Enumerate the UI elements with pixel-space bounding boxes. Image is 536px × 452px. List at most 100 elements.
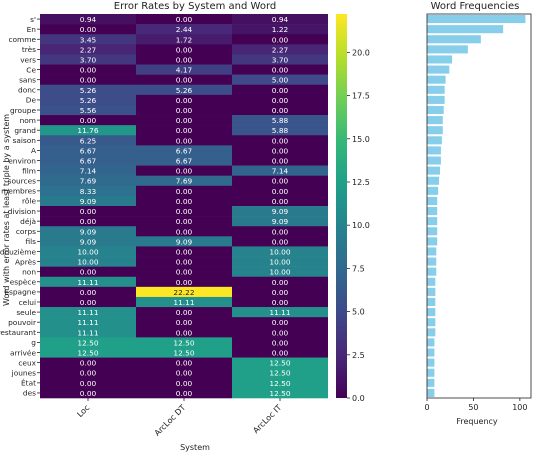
- heatmap-cell: [40, 104, 136, 116]
- heatmap-cell-value: 0.00: [176, 359, 193, 368]
- heatmap-cell: [40, 347, 136, 358]
- heatmap-cell: [232, 14, 328, 25]
- heatmap-cell-value: 12.50: [269, 389, 290, 398]
- heatmap-cell-value: 0.00: [176, 197, 193, 206]
- heatmap-row-label: pouvoir: [8, 318, 37, 327]
- heatmap-cell-value: 11.11: [77, 318, 98, 327]
- heatmap-cell: [40, 357, 136, 368]
- heatmap-cell: [232, 236, 328, 247]
- heatmap-cell: [136, 14, 232, 25]
- heatmap-cell-value: 0.00: [80, 369, 97, 378]
- heatmap-cell: [136, 145, 232, 156]
- heatmap-cell-value: 10.00: [269, 247, 290, 256]
- heatmap-row-label: État: [21, 379, 36, 388]
- frequency-bar: [427, 378, 435, 387]
- heatmap-y-axis-label: Word with error rates at least triple by…: [2, 114, 11, 306]
- heatmap-cell: [40, 145, 136, 156]
- heatmap-cell: [232, 246, 328, 257]
- frequency-bar: [427, 368, 435, 377]
- heatmap-row-label: vers: [20, 55, 36, 64]
- colorbar-tick-label: 2.5: [352, 351, 365, 360]
- heatmap-cell: [136, 367, 232, 379]
- heatmap-cell: [136, 246, 232, 257]
- heatmap-cell-value: 0.00: [176, 116, 193, 125]
- heatmap-cell: [40, 296, 136, 308]
- heatmap-cell-value: 6.67: [80, 146, 97, 155]
- heatmap-cell-value: 0.00: [176, 55, 193, 64]
- heatmap-row-label: division: [8, 207, 37, 216]
- heatmap-row-label: membres: [1, 187, 36, 196]
- frequency-bar: [427, 35, 481, 44]
- heatmap-cell-value: 5.26: [176, 86, 193, 95]
- heatmap-cell: [136, 337, 232, 348]
- heatmap-cell: [136, 44, 232, 55]
- heatmap-cell: [136, 125, 232, 136]
- heatmap-cell: [232, 24, 328, 35]
- heatmap-cell: [136, 94, 232, 106]
- heatmap-cell-value: 0.00: [272, 278, 289, 287]
- heatmap-cell-value: 6.67: [176, 157, 193, 166]
- heatmap-cell-value: 0.00: [176, 379, 193, 388]
- heatmap-cell-value: 10.00: [77, 247, 98, 256]
- heatmap-cell: [136, 74, 232, 86]
- bar-chart-x-tick-label: 50: [468, 403, 478, 412]
- heatmap-row-label: seule: [16, 308, 36, 317]
- heatmap-cell-value: 0.00: [80, 298, 97, 307]
- heatmap-cell: [136, 195, 232, 207]
- frequency-bar: [427, 388, 435, 397]
- heatmap-cell: [232, 34, 328, 45]
- heatmap-cell-value: 3.70: [272, 55, 289, 64]
- heatmap-cell-value: 0.00: [272, 338, 289, 347]
- heatmap-cell: [136, 115, 232, 126]
- heatmap-cell-value: 0.00: [272, 106, 289, 115]
- heatmap-cell-value: 0.00: [80, 76, 97, 85]
- heatmap-cell-value: 5.88: [272, 126, 289, 135]
- heatmap-cell: [136, 206, 232, 217]
- heatmap-cell-value: 11.11: [77, 308, 98, 317]
- heatmap-row-label: g: [31, 338, 36, 347]
- frequency-bar: [427, 25, 504, 34]
- heatmap-row-label: douzième: [0, 247, 36, 256]
- heatmap-cell-value: 5.26: [80, 96, 97, 105]
- heatmap-cell: [232, 357, 328, 368]
- heatmap-cell-value: 0.00: [272, 298, 289, 307]
- heatmap-cell: [232, 135, 328, 146]
- heatmap-cell: [136, 34, 232, 45]
- heatmap-cell-value: 22.22: [173, 288, 194, 297]
- heatmap-cell: [232, 115, 328, 126]
- heatmap-cell-value: 0.00: [176, 268, 193, 277]
- frequency-bar: [427, 116, 443, 125]
- heatmap-cell-value: 0.00: [272, 146, 289, 155]
- heatmap-row-label: Après: [15, 257, 36, 266]
- frequency-bar: [427, 318, 436, 327]
- heatmap-cell-value: 0.94: [80, 15, 97, 24]
- heatmap-row-labels: s'EncommetrèsversCesansdoncDegroupenomgr…: [0, 15, 40, 398]
- heatmap-cell-value: 0.00: [272, 328, 289, 337]
- heatmap-cell-value: 3.45: [80, 35, 97, 44]
- heatmap-cell: [232, 145, 328, 156]
- heatmap-cell-value: 0.00: [272, 237, 289, 246]
- heatmap-row-label: environ: [8, 156, 36, 165]
- heatmap-cell: [232, 367, 328, 379]
- heatmap-cell-value: 0.00: [272, 288, 289, 297]
- heatmap-cell: [136, 185, 232, 197]
- heatmap-cell: [136, 276, 232, 288]
- colorbar-tick-label: 17.5: [352, 92, 370, 101]
- heatmap-cell: [232, 226, 328, 237]
- heatmap-cell: [232, 125, 328, 136]
- heatmap-row-label: corps: [16, 227, 36, 236]
- heatmap-cell-value: 0.00: [272, 157, 289, 166]
- heatmap-cell: [40, 286, 136, 298]
- heatmap-cell: [40, 24, 136, 35]
- heatmap-cell: [232, 44, 328, 55]
- heatmap-cell: [232, 327, 328, 338]
- heatmap-row-label: comme: [8, 35, 36, 44]
- heatmap-cell: [136, 64, 232, 75]
- heatmap-cell: [136, 104, 232, 116]
- heatmap-cells: 0.94 0.00 0.940.00 2.44 1.223.45 1.72 0.002.27…: [40, 14, 328, 399]
- heatmap-cell: [40, 266, 136, 278]
- colorbar-tick-label: 10.0: [352, 221, 370, 230]
- heatmap-cell-value: 0.00: [272, 35, 289, 44]
- heatmap-cell-value: 5.88: [272, 116, 289, 125]
